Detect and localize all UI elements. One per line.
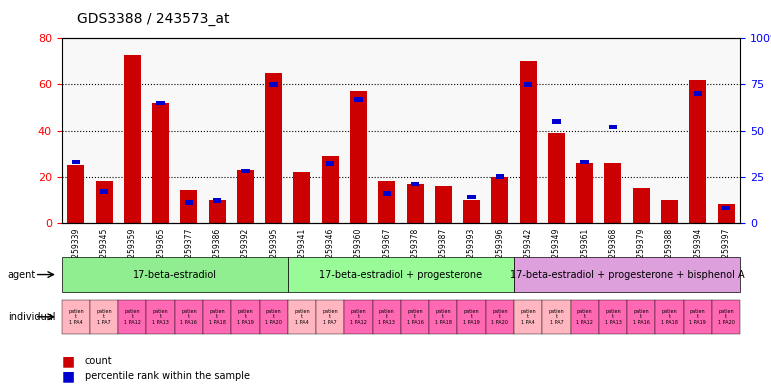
Bar (209, 200, 226, 223)
Text: patien
t
1 PA18: patien t 1 PA18 (435, 308, 452, 325)
Bar (326, 161, 335, 166)
Text: patien
t
1 PA13: patien t 1 PA13 (604, 308, 621, 325)
Text: patien
t
1 PA4: patien t 1 PA4 (295, 308, 310, 325)
Text: patien
t
1 PA19: patien t 1 PA19 (689, 308, 706, 325)
Text: patien
t
1 PA16: patien t 1 PA16 (633, 308, 650, 325)
Bar (604, 163, 621, 223)
Text: patien
t
1 PA7: patien t 1 PA7 (96, 308, 112, 325)
Bar (379, 181, 396, 223)
Bar (99, 189, 108, 194)
Text: individual: individual (8, 312, 56, 322)
Bar (576, 163, 593, 223)
Bar (406, 184, 423, 223)
Bar (689, 80, 706, 223)
Text: patien
t
1 PA16: patien t 1 PA16 (406, 308, 423, 325)
Bar (609, 124, 617, 129)
Text: patien
t
1 PA20: patien t 1 PA20 (718, 308, 735, 325)
Bar (180, 190, 197, 223)
Text: patien
t
1 PA20: patien t 1 PA20 (265, 308, 282, 325)
Bar (524, 82, 532, 87)
Bar (661, 200, 678, 223)
Text: patien
t
1 PA12: patien t 1 PA12 (350, 308, 367, 325)
Text: patien
t
1 PA7: patien t 1 PA7 (322, 308, 338, 325)
Bar (72, 160, 80, 164)
Text: patien
t
1 PA19: patien t 1 PA19 (237, 308, 254, 325)
Bar (496, 174, 504, 179)
Bar (270, 82, 278, 87)
Bar (322, 156, 338, 223)
Bar (463, 200, 480, 223)
Text: GDS3388 / 243573_at: GDS3388 / 243573_at (77, 12, 230, 25)
Text: patien
t
1 PA16: patien t 1 PA16 (180, 308, 197, 325)
Text: patien
t
1 PA18: patien t 1 PA18 (661, 308, 678, 325)
Bar (520, 61, 537, 223)
Bar (96, 181, 113, 223)
Bar (491, 177, 508, 223)
Bar (124, 55, 141, 223)
Bar (157, 101, 165, 105)
Bar (152, 103, 169, 223)
Text: patien
t
1 PA20: patien t 1 PA20 (491, 308, 508, 325)
Bar (265, 73, 282, 223)
Text: patien
t
1 PA4: patien t 1 PA4 (520, 308, 536, 325)
Text: 17-beta-estradiol + progesterone + bisphenol A: 17-beta-estradiol + progesterone + bisph… (510, 270, 744, 280)
Bar (237, 170, 254, 223)
Bar (241, 169, 250, 174)
Text: 17-beta-estradiol + progesterone: 17-beta-estradiol + progesterone (319, 270, 483, 280)
Bar (411, 182, 419, 186)
Bar (354, 97, 362, 101)
Text: patien
t
1 PA4: patien t 1 PA4 (68, 308, 83, 325)
Bar (294, 172, 311, 223)
Text: patien
t
1 PA18: patien t 1 PA18 (209, 308, 226, 325)
Text: patien
t
1 PA13: patien t 1 PA13 (152, 308, 169, 325)
Text: patien
t
1 PA12: patien t 1 PA12 (124, 308, 141, 325)
Bar (467, 195, 476, 199)
Bar (581, 160, 589, 164)
Bar (67, 165, 84, 223)
Bar (694, 91, 702, 96)
Bar (435, 186, 452, 223)
Bar (722, 206, 730, 210)
Text: patien
t
1 PA13: patien t 1 PA13 (379, 308, 396, 325)
Bar (552, 119, 561, 124)
Text: agent: agent (8, 270, 36, 280)
Bar (718, 204, 735, 223)
Bar (548, 133, 565, 223)
Text: count: count (85, 356, 113, 366)
Text: patien
t
1 PA7: patien t 1 PA7 (549, 308, 564, 325)
Bar (213, 198, 221, 203)
Text: patien
t
1 PA19: patien t 1 PA19 (463, 308, 480, 325)
Bar (382, 191, 391, 195)
Text: 17-beta-estradiol: 17-beta-estradiol (133, 270, 217, 280)
Text: percentile rank within the sample: percentile rank within the sample (85, 371, 250, 381)
Bar (184, 200, 193, 205)
Bar (633, 188, 650, 223)
Text: ■: ■ (62, 369, 75, 383)
Bar (350, 91, 367, 223)
Text: ■: ■ (62, 354, 75, 368)
Text: patien
t
1 PA12: patien t 1 PA12 (576, 308, 593, 325)
